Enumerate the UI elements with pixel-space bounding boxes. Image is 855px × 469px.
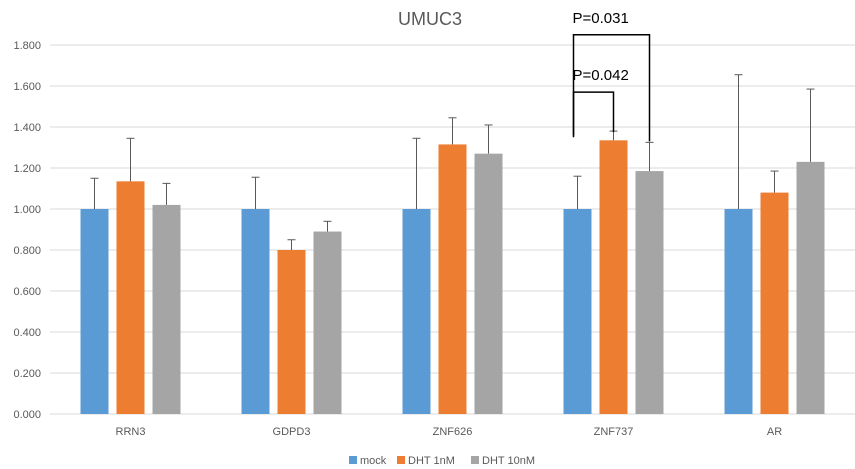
significance-annotations: P=0.042 P=0.031 [572,10,651,142]
chart-title: UMUC3 [398,9,462,29]
legend-label: mock [360,455,387,467]
legend-swatch [397,456,405,464]
x-tick-label: ZNF626 [433,426,473,438]
bar-mock-znf737 [563,209,592,414]
legend-label: DHT 1nM [408,455,455,467]
error-bars [90,74,815,250]
significance-bracket [572,91,615,138]
bar-dht-10nm-znf737 [635,171,664,414]
y-tick-label: 1.000 [13,204,41,216]
y-tick-label: 1.400 [13,122,41,134]
bar-dht-10nm-gdpd3 [313,231,342,414]
y-axis: 0.000 0.200 0.400 0.600 0.800 1.000 1.200 1.400… [13,40,41,421]
bar-dht-10nm-rrn3 [152,204,181,414]
legend-swatch [349,456,357,464]
bar-dht-1nm-znf737 [599,140,628,414]
x-axis: RRN3 GDPD3 ZNF626 ZNF737 AR [116,426,783,438]
bar-dht-10nm-ar [796,161,825,414]
bar-dht-1nm-gdpd3 [277,250,306,414]
bar-mock-rrn3 [80,209,109,414]
y-tick-label: 1.600 [13,81,41,93]
y-tick-label: 0.600 [13,286,41,298]
bar-mock-ar [724,209,753,414]
y-tick-label: 0.800 [13,245,41,257]
y-tick-label: 1.800 [13,40,41,52]
y-tick-label: 0.400 [13,327,41,339]
bars [80,140,825,415]
bar-mock-znf626 [402,209,431,414]
p-value-label: P=0.031 [573,10,629,27]
x-tick-label: RRN3 [116,426,146,438]
y-tick-label: 1.200 [13,163,41,175]
x-tick-label: AR [767,426,782,438]
x-tick-label: ZNF737 [594,426,634,438]
legend: mock DHT 1nM DHT 10nM [349,455,535,467]
legend-swatch [471,456,479,464]
legend-label: DHT 10nM [482,455,535,467]
y-tick-label: 0.200 [13,368,41,380]
bar-dht-1nm-rrn3 [116,181,145,414]
p-value-label: P=0.042 [573,67,629,84]
x-tick-label: GDPD3 [273,426,311,438]
y-tick-label: 0.000 [13,409,41,421]
bar-dht-1nm-znf626 [438,144,467,415]
significance-bracket [572,34,651,142]
bar-dht-10nm-znf626 [474,153,503,414]
bar-dht-1nm-ar [760,192,789,414]
bar-mock-gdpd3 [241,209,270,414]
